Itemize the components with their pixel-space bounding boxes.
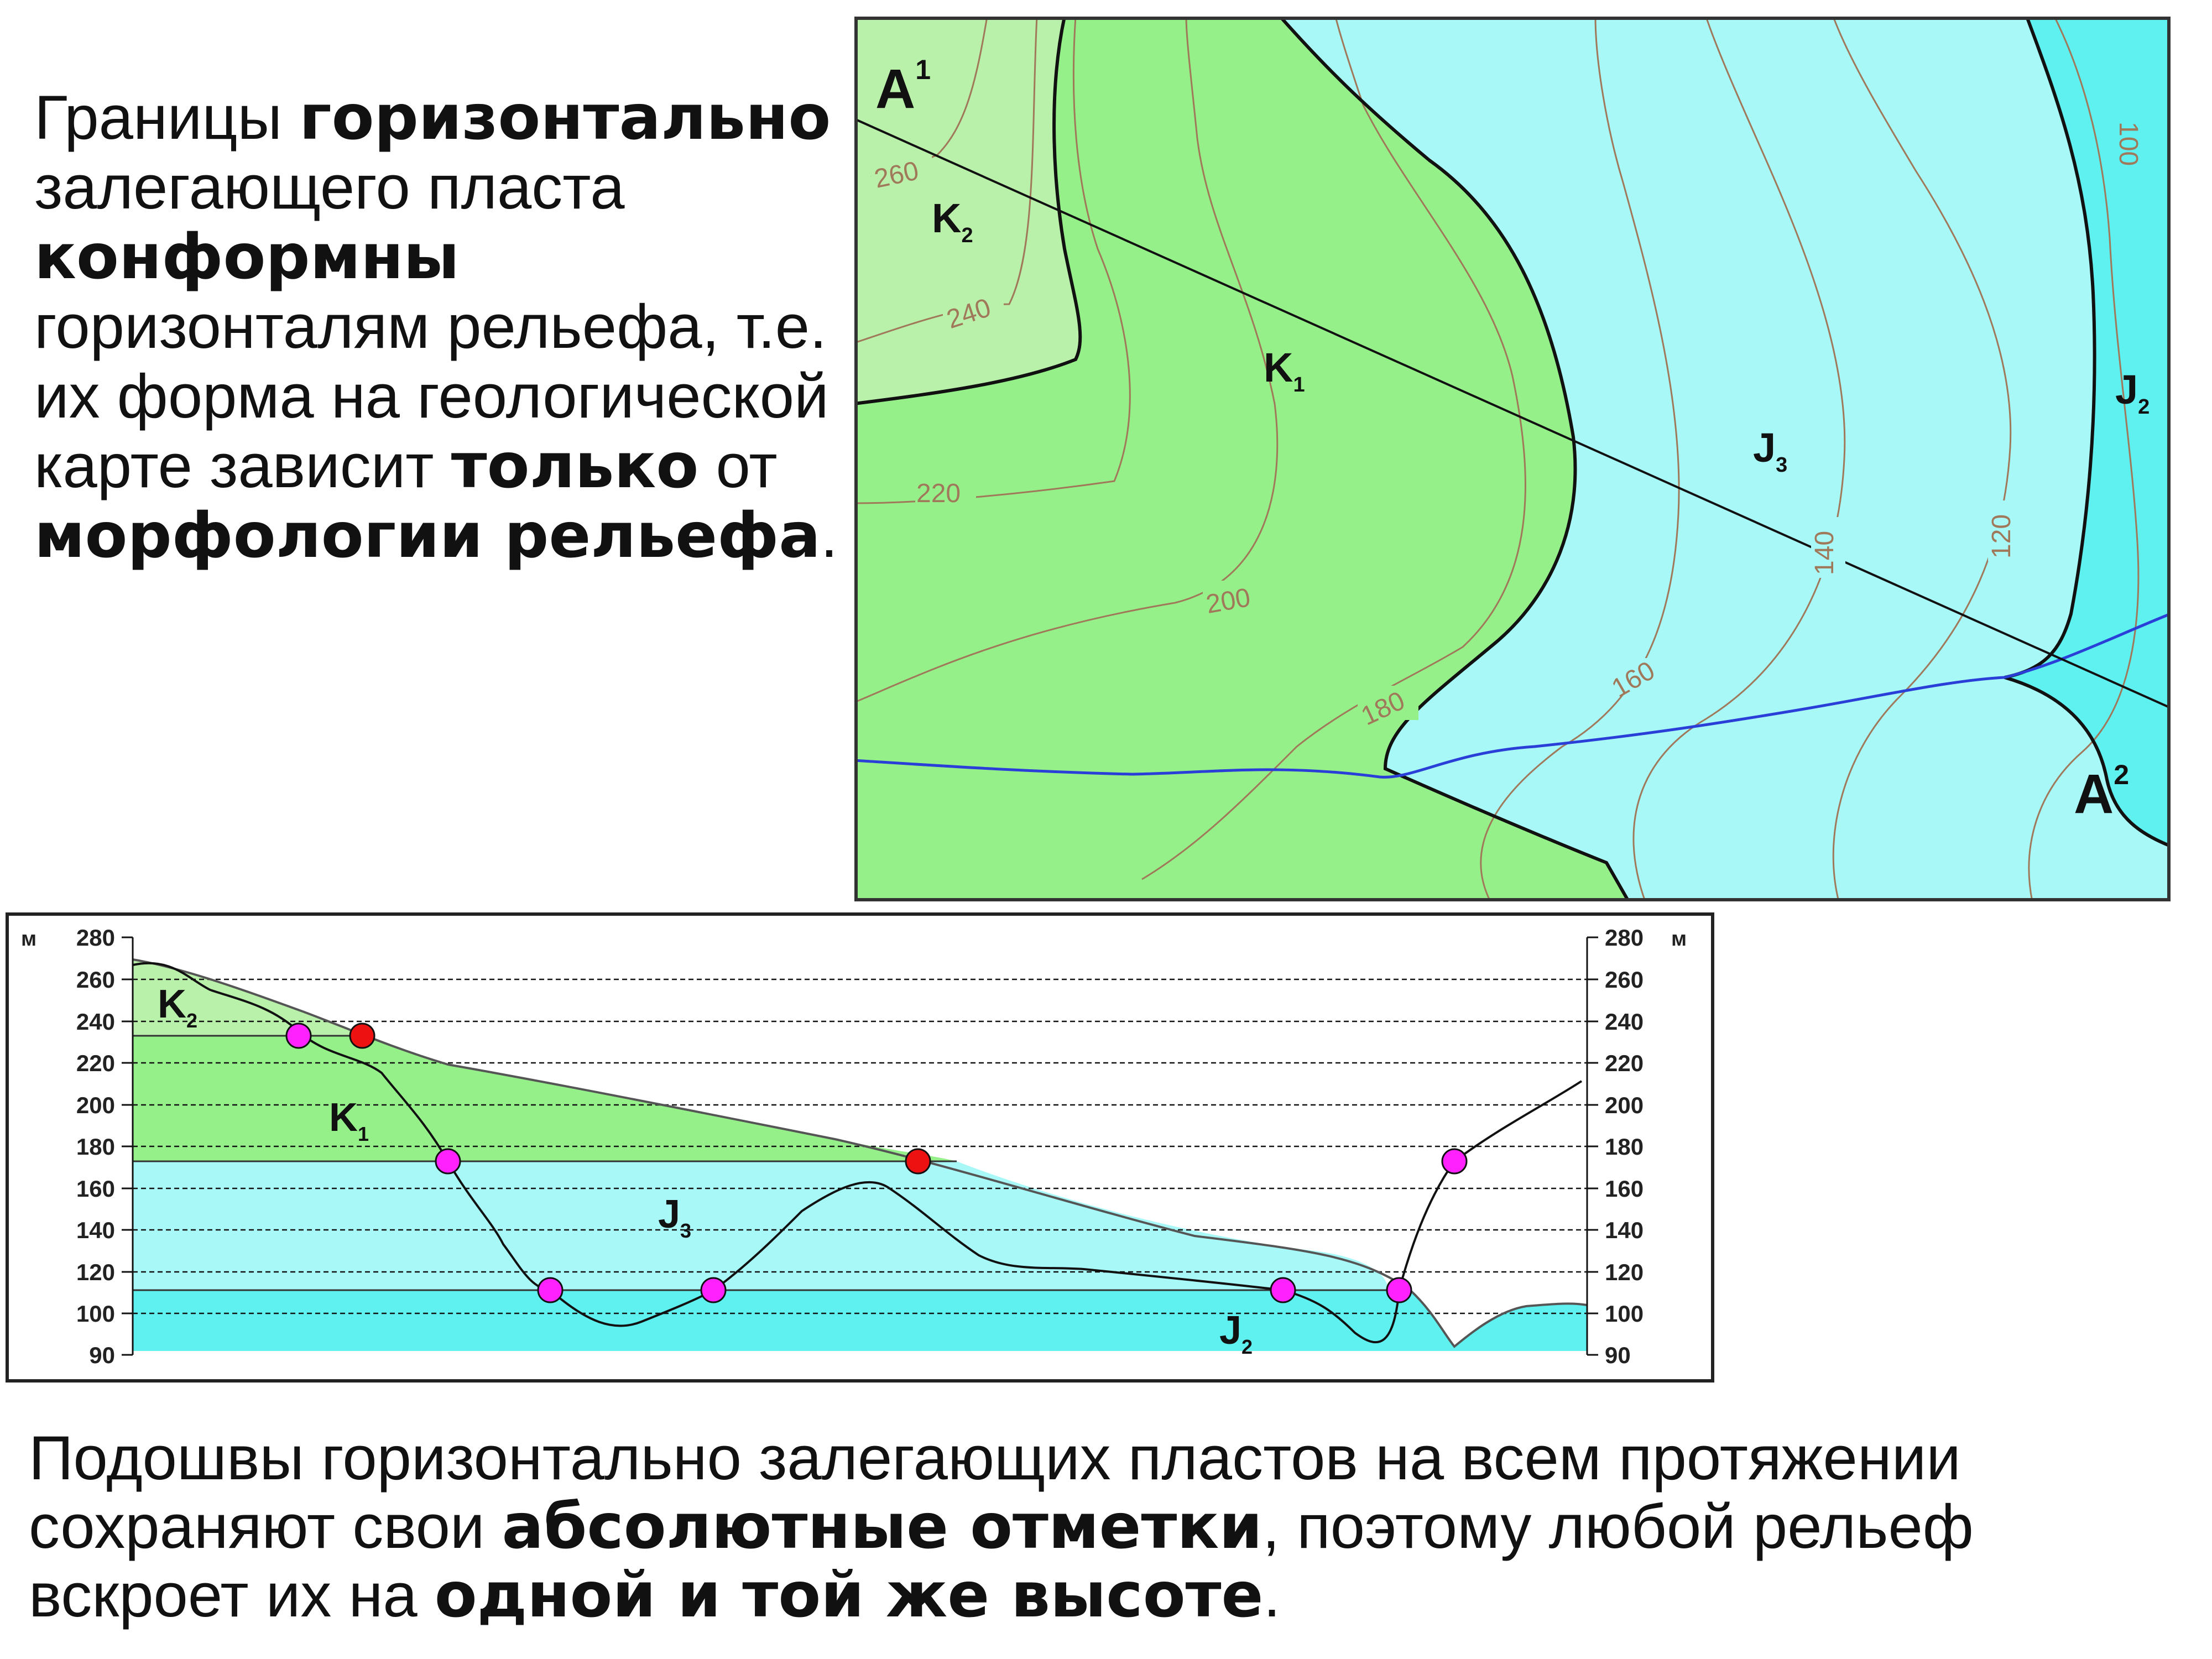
profile-unit-k2: K2 [158, 982, 197, 1032]
right-axis: 280 260 240 220 200 180 160 140 120 100 … [1586, 925, 1687, 1368]
map-unit-k2: K2 [932, 195, 973, 247]
top-paragraph: Границы горизонтально залегающего пласта… [34, 82, 838, 572]
point-j3-base-far-right [1386, 1277, 1412, 1303]
right-tick-260: 260 [1605, 967, 1644, 993]
profile-j2-layer [133, 1290, 1587, 1351]
profile-layers [133, 959, 1587, 1351]
left-unit-label: м [21, 927, 36, 951]
right-tick-280: 280 [1605, 925, 1644, 951]
left-tick-240: 240 [76, 1009, 115, 1035]
point-j3-base-mid [700, 1277, 727, 1303]
right-tick-120: 120 [1605, 1259, 1644, 1285]
profile-k1-layer [133, 1036, 957, 1161]
point-j3-base-left [537, 1277, 564, 1303]
bottom-paragraph: Подошвы горизонтально залегающих пластов… [29, 1423, 1974, 1631]
point-k1-base-far-right [1441, 1148, 1468, 1175]
left-tick-160: 160 [76, 1176, 115, 1202]
map-frame [854, 17, 2171, 901]
contour-labels: 260 240 220 200 180 160 140 120 100 [871, 122, 2147, 731]
contour-label-120: 120 [1987, 514, 2016, 559]
map-unit-k1: K1 [1264, 345, 1305, 397]
profile-unit-k1: K1 [329, 1095, 369, 1145]
intersection-points [285, 1022, 1468, 1303]
map-unit-j2: J2 [2115, 367, 2150, 419]
map-unit-labels: A1 A2 K2 K1 J3 J2 [875, 54, 2150, 825]
left-tick-100: 100 [76, 1301, 115, 1327]
point-k2-base-surface [349, 1022, 375, 1049]
right-unit-label: м [1671, 927, 1687, 951]
right-tick-220: 220 [1605, 1050, 1644, 1076]
right-tick-240: 240 [1605, 1009, 1644, 1035]
left-tick-220: 220 [76, 1050, 115, 1076]
right-tick-160: 160 [1605, 1176, 1644, 1202]
right-tick-200: 200 [1605, 1092, 1644, 1118]
profile-gridlines [133, 978, 1587, 1314]
point-k2-base-left [285, 1022, 312, 1049]
relief-surface [132, 958, 1588, 1348]
layer-boundaries [133, 1035, 1388, 1291]
contour-label-140: 140 [1810, 531, 1839, 575]
section-line [854, 118, 2171, 709]
left-tick-260: 260 [76, 967, 115, 993]
map-section-start-label: A1 [875, 54, 931, 120]
map-section-end-label: A2 [2074, 759, 2129, 825]
right-tick-180: 180 [1605, 1134, 1644, 1160]
geological-map: 260 240 220 200 180 160 140 120 100 A1 A… [854, 17, 2171, 901]
profile-unit-j3: J3 [658, 1192, 691, 1242]
left-tick-200: 200 [76, 1092, 115, 1118]
profile-unit-j2: J2 [1219, 1308, 1253, 1358]
contour-label-220: 220 [916, 479, 961, 508]
contour-lines [854, 17, 2140, 901]
profile-j3-layer [133, 1161, 1388, 1290]
point-k1-base-surface [905, 1148, 931, 1175]
formation-curve [132, 962, 1583, 1344]
formation-boundaries [854, 17, 2171, 901]
left-tick-140: 140 [76, 1217, 115, 1243]
left-axis: 280 260 240 220 200 180 160 140 120 100 … [21, 925, 134, 1368]
map-unit-j3: J3 [1753, 425, 1787, 477]
point-j3-base-right [1270, 1277, 1296, 1303]
river [854, 612, 2171, 779]
profile-unit-labels: K2 K1 J3 J2 [158, 982, 1253, 1358]
right-tick-140: 140 [1605, 1217, 1644, 1243]
left-tick-120: 120 [76, 1259, 115, 1285]
map-k2-area [854, 17, 1081, 404]
contour-label-100: 100 [2114, 122, 2143, 166]
left-tick-90: 90 [89, 1342, 115, 1368]
point-k1-base-left [435, 1148, 461, 1175]
right-tick-90: 90 [1605, 1342, 1631, 1368]
geological-profile: 280 260 240 220 200 180 160 140 120 100 … [6, 912, 1714, 1383]
right-tick-100: 100 [1605, 1301, 1644, 1327]
left-tick-180: 180 [76, 1134, 115, 1160]
left-tick-280: 280 [76, 925, 115, 951]
